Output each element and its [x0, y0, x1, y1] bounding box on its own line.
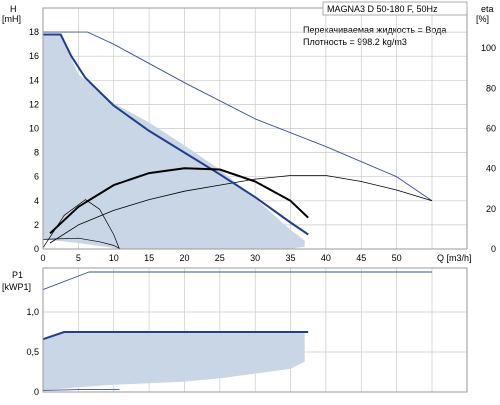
- top-ytick-label-0: 0: [34, 244, 39, 254]
- min-speed-head-curve: [42, 237, 121, 250]
- top-ytick-label-18: 18: [29, 27, 39, 37]
- annotation-liquid: Перекачиваемая жидкость = Вода: [303, 25, 446, 35]
- bottom-chart: 0 0,5 1,0: [26, 267, 468, 397]
- top-chart: MAGNA3 D 50-180 F, 50Hz 0 2 4 6 8 10 12 14 16 18 0 2…: [29, 1, 496, 263]
- top-y2tick-label-60: 60: [486, 124, 496, 134]
- top-xtick-label-5: 5: [76, 253, 81, 263]
- top-chart-y2unit: [%]: [476, 14, 489, 24]
- max-head-curve: [43, 33, 309, 236]
- power-area: [43, 332, 305, 391]
- top-ytick-label-6: 6: [34, 172, 39, 182]
- top-y2tick-label-0: 0: [491, 244, 496, 254]
- top-xtick-label-45: 45: [356, 253, 366, 263]
- chart-title: MAGNA3 D 50-180 F, 50Hz: [327, 4, 438, 14]
- top-ytick-label-16: 16: [29, 51, 39, 61]
- annotation-density: Плотность = 998.2 kg/m3: [303, 37, 407, 47]
- top-xtick-label-35: 35: [286, 253, 296, 263]
- power-min-curve: [42, 389, 120, 391]
- efficiency-curve-thin: [49, 175, 433, 244]
- bottom-chart-frame: [42, 267, 468, 393]
- top-xtick-label-40: 40: [321, 253, 331, 263]
- top-xtick-label-15: 15: [144, 253, 154, 263]
- top-ytick-label-14: 14: [29, 75, 39, 85]
- top-xtick-label-20: 20: [179, 253, 189, 263]
- top-xtick-label-25: 25: [215, 253, 225, 263]
- top-chart-ylabel: H: [10, 4, 17, 14]
- power-max-curve: [42, 331, 309, 341]
- top-ytick-label-12: 12: [29, 99, 39, 109]
- top-chart-frame: [42, 7, 468, 250]
- top-ytick-label-10: 10: [29, 124, 39, 134]
- top-chart-y2label: eta: [481, 4, 494, 14]
- top-y2tick-label-40: 40: [486, 164, 496, 174]
- top-y2tick-label-80: 80: [486, 83, 496, 93]
- top-y2tick-label-100: 100: [481, 43, 496, 53]
- top-ytick-label-8: 8: [34, 148, 39, 158]
- top-xtick-label-50: 50: [392, 253, 402, 263]
- top-xtick-label-10: 10: [109, 253, 119, 263]
- top-ytick-label-4: 4: [34, 196, 39, 206]
- bottom-chart-ylabel: P1: [12, 270, 23, 280]
- max-speed-curve: [43, 31, 433, 202]
- bottom-ytick-label-2: 1,0: [26, 307, 39, 317]
- title-box: [322, 1, 468, 16]
- operating-area: [43, 34, 305, 250]
- top-xtick-label-30: 30: [250, 253, 260, 263]
- top-ytick-label-2: 2: [34, 220, 39, 230]
- top-xaxis-q-label: Q [m3/h]: [437, 253, 472, 263]
- power-max-speed-curve: [42, 271, 432, 291]
- efficiency-curve-thick: [49, 167, 309, 235]
- top-xtick-label-0: 0: [40, 253, 45, 263]
- min-speed-efficiency-curve: [42, 199, 120, 250]
- bottom-ytick-label-1: 0,5: [26, 347, 39, 357]
- bottom-ytick-label-0: 0: [34, 387, 39, 397]
- top-chart-yunit: [mH]: [2, 14, 21, 24]
- bottom-chart-yunit: [kWP1]: [2, 282, 31, 292]
- top-y2tick-label-20: 20: [486, 204, 496, 214]
